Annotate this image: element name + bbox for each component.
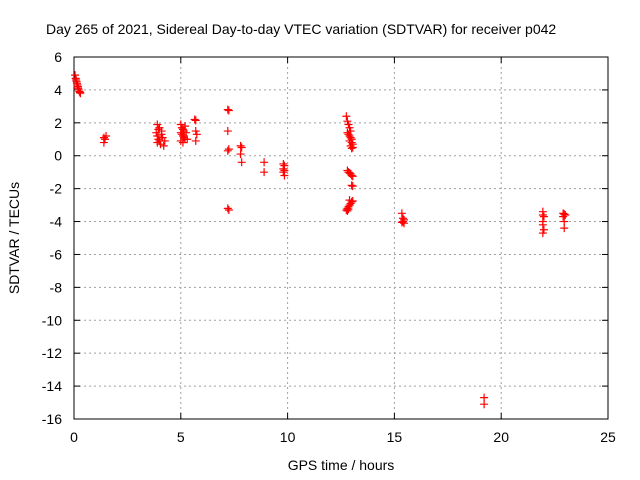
data-point [480, 400, 489, 409]
data-point [538, 220, 547, 229]
y-tick-label: -14 [42, 378, 62, 394]
data-point [223, 204, 232, 213]
data-point [342, 112, 351, 121]
data-point [181, 122, 190, 131]
data-point [538, 229, 547, 238]
data-point [159, 141, 168, 150]
data-point [178, 138, 187, 147]
data-point [237, 143, 246, 152]
y-tick-label: -4 [50, 214, 63, 230]
data-point [223, 127, 232, 136]
y-tick-label: -8 [50, 279, 63, 295]
x-tick-labels: 0 5 10 15 20 25 [70, 429, 616, 445]
data-point [160, 136, 169, 145]
data-point [348, 172, 357, 181]
x-tick-label: 10 [280, 429, 296, 445]
data-point [400, 219, 409, 228]
y-tick-label: 4 [54, 82, 62, 98]
data-point [71, 71, 80, 80]
x-axis-label: GPS time / hours [288, 457, 395, 473]
x-tick-label: 25 [600, 429, 616, 445]
data-point [397, 209, 406, 218]
data-point [102, 131, 111, 140]
data-point [539, 225, 548, 234]
data-point [224, 206, 233, 215]
data-point [343, 117, 352, 126]
data-point [236, 150, 245, 159]
data-point [100, 135, 109, 144]
data-point [539, 212, 548, 221]
y-axis-label: SDTVAR / TECUs [6, 182, 22, 294]
plot-frame [73, 56, 609, 420]
data-point [559, 212, 568, 221]
y-tick-label: 2 [54, 115, 62, 131]
data-point [157, 127, 166, 136]
grid-lines [74, 57, 608, 419]
data-point [344, 120, 353, 129]
data-point [236, 141, 245, 150]
data-point [279, 168, 288, 177]
data-point [76, 89, 85, 98]
data-point [344, 205, 353, 214]
data-point [345, 123, 354, 132]
y-tick-label: -2 [50, 181, 63, 197]
y-tick-label: 6 [54, 49, 62, 65]
data-point [223, 105, 232, 114]
data-point [191, 127, 200, 136]
data-point [192, 130, 201, 139]
chart-title: Day 265 of 2021, Sidereal Day-to-day VTE… [46, 21, 556, 37]
data-point [223, 146, 232, 155]
data-point [154, 135, 163, 144]
y-tick-label: -12 [42, 345, 62, 361]
data-point [190, 115, 199, 124]
data-point [99, 138, 108, 147]
data-point [183, 135, 192, 144]
data-point [191, 116, 200, 125]
data-point [398, 217, 407, 226]
data-point [560, 224, 569, 233]
data-point [237, 158, 246, 167]
data-points [71, 71, 570, 409]
data-point [347, 171, 356, 180]
data-point [348, 182, 357, 191]
data-point [260, 168, 269, 177]
data-point [224, 106, 233, 115]
y-tick-label: 0 [54, 148, 62, 164]
data-point [75, 87, 84, 96]
data-point [152, 128, 161, 137]
x-tick-label: 20 [493, 429, 509, 445]
data-point [346, 133, 355, 142]
data-point [347, 181, 356, 190]
data-point [348, 143, 357, 152]
data-point [345, 196, 354, 205]
y-tick-labels: -16 -14 -12 -10 -8 -6 -4 -2 0 2 4 6 [42, 49, 62, 427]
data-point [260, 158, 269, 167]
data-point [176, 120, 185, 129]
y-tick-label: -16 [42, 411, 62, 427]
y-tick-label: -6 [50, 246, 63, 262]
data-point [343, 206, 352, 215]
data-point [191, 136, 200, 145]
x-tick-label: 15 [387, 429, 403, 445]
data-point [182, 128, 191, 137]
data-point [224, 145, 233, 154]
y-tick-label: -10 [42, 312, 62, 328]
data-point [347, 144, 356, 153]
x-tick-label: 0 [70, 429, 78, 445]
data-point [280, 171, 289, 180]
x-tick-label: 5 [177, 429, 185, 445]
